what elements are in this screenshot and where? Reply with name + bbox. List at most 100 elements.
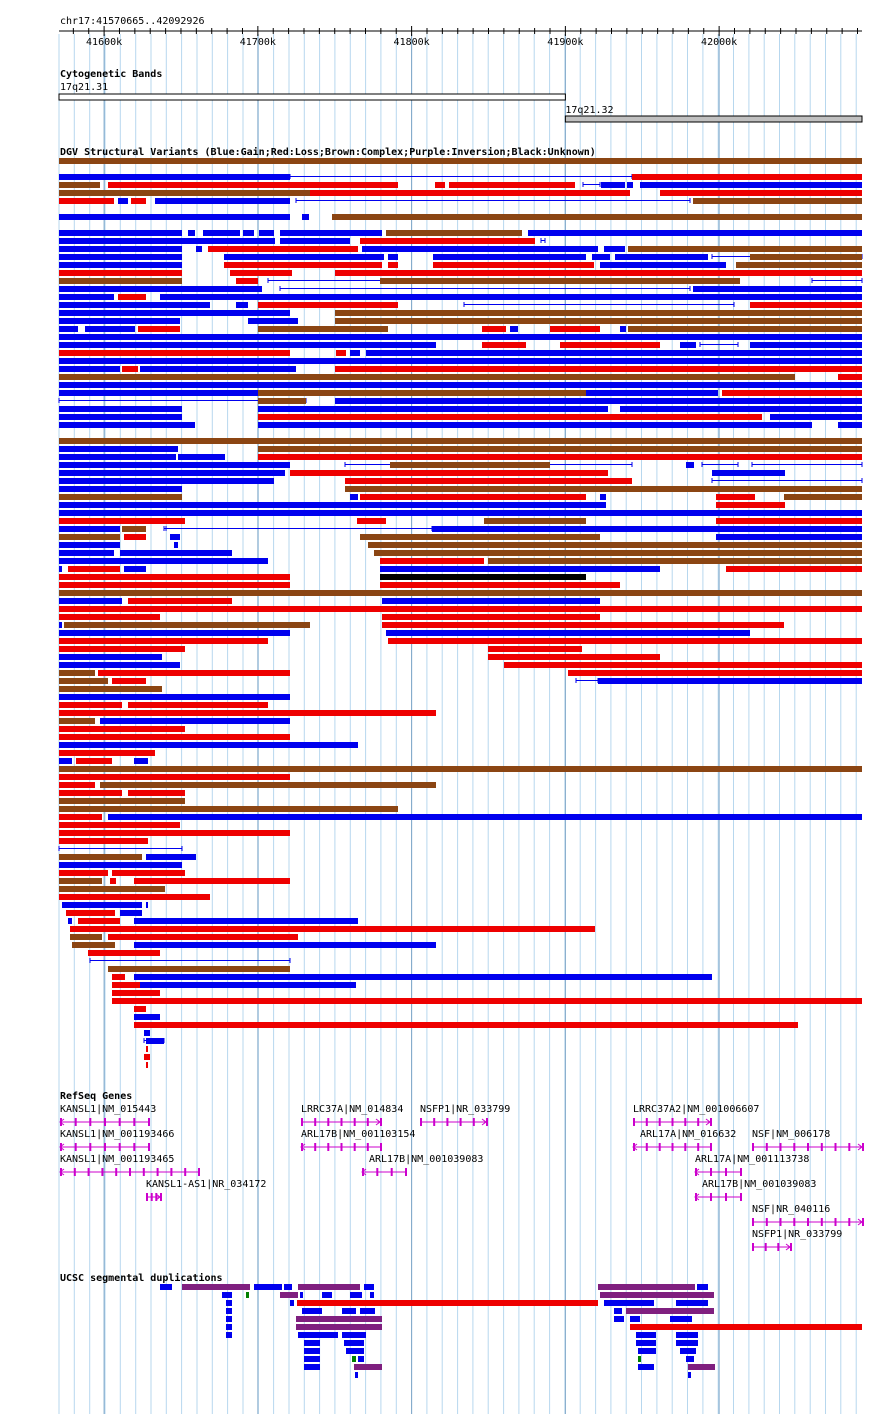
dgv-variant[interactable]	[59, 470, 285, 476]
dgv-variant[interactable]	[108, 814, 862, 820]
dgv-variant[interactable]	[59, 822, 180, 828]
segdup-feature[interactable]	[670, 1316, 692, 1322]
segdup-feature[interactable]	[298, 1284, 360, 1290]
dgv-variant[interactable]	[144, 1054, 150, 1060]
refseq-gene-exon[interactable]	[104, 1143, 106, 1151]
dgv-variant[interactable]	[146, 1038, 164, 1044]
dgv-variant[interactable]	[560, 342, 660, 348]
dgv-variant[interactable]	[838, 422, 862, 428]
refseq-gene-exon[interactable]	[740, 1193, 742, 1201]
refseq-gene-exon[interactable]	[380, 1118, 382, 1126]
dgv-variant[interactable]	[335, 318, 862, 324]
dgv-variant[interactable]	[59, 718, 95, 724]
dgv-variant[interactable]	[620, 326, 626, 332]
dgv-variant[interactable]	[128, 702, 268, 708]
dgv-variant[interactable]	[120, 550, 232, 556]
dgv-variant[interactable]	[59, 374, 795, 380]
dgv-variant[interactable]	[528, 230, 862, 236]
segdup-feature[interactable]	[296, 1324, 382, 1330]
refseq-gene-exon[interactable]	[695, 1168, 697, 1176]
dgv-variant[interactable]	[59, 518, 185, 524]
dgv-variant[interactable]	[435, 182, 445, 188]
dgv-variant[interactable]	[433, 262, 594, 268]
segdup-feature[interactable]	[614, 1316, 624, 1322]
dgv-variant[interactable]	[100, 782, 436, 788]
cytoband-17q21-31[interactable]	[58, 93, 566, 101]
dgv-variant[interactable]	[716, 534, 862, 540]
dgv-variant[interactable]	[59, 894, 210, 900]
refseq-gene-exon[interactable]	[376, 1168, 379, 1176]
dgv-variant[interactable]	[230, 270, 292, 276]
segdup-feature[interactable]	[676, 1332, 698, 1338]
refseq-gene-exon[interactable]	[633, 1143, 635, 1151]
dgv-variant[interactable]	[59, 446, 178, 452]
segdup-feature[interactable]	[600, 1292, 714, 1298]
dgv-variant[interactable]	[449, 182, 575, 188]
refseq-gene-exon[interactable]	[862, 1143, 864, 1151]
dgv-variant[interactable]	[750, 254, 862, 260]
segdup-feature[interactable]	[304, 1348, 320, 1354]
refseq-gene-exon[interactable]	[160, 1193, 162, 1201]
refseq-gene-exon[interactable]	[146, 1193, 148, 1201]
refseq-gene-exon[interactable]	[405, 1168, 407, 1176]
dgv-variant[interactable]	[112, 974, 125, 980]
refseq-gene-exon[interactable]	[710, 1143, 712, 1151]
refseq-gene-exon[interactable]	[765, 1143, 768, 1151]
dgv-variant[interactable]	[59, 814, 102, 820]
dgv-variant[interactable]	[335, 398, 862, 404]
dgv-variant[interactable]	[736, 262, 862, 268]
dgv-variant[interactable]	[374, 550, 862, 556]
refseq-gene-exon[interactable]	[366, 1118, 369, 1126]
dgv-variant[interactable]	[138, 326, 180, 332]
dgv-variant[interactable]	[310, 190, 630, 196]
refseq-gene-exon[interactable]	[779, 1143, 782, 1151]
dgv-variant[interactable]	[59, 486, 182, 492]
refseq-gene-exon[interactable]	[133, 1143, 136, 1151]
dgv-variant[interactable]	[59, 726, 185, 732]
refseq-gene-exon[interactable]	[710, 1168, 712, 1176]
segdup-feature[interactable]	[638, 1364, 654, 1370]
refseq-gene-exon[interactable]	[60, 1118, 62, 1126]
dgv-variant[interactable]	[59, 302, 210, 308]
dgv-variant[interactable]	[59, 886, 165, 892]
refseq-gene-exon[interactable]	[327, 1143, 330, 1151]
dgv-variant[interactable]	[59, 870, 108, 876]
refseq-gene-exon[interactable]	[820, 1143, 823, 1151]
dgv-variant[interactable]	[59, 478, 274, 484]
dgv-variant[interactable]	[122, 366, 138, 372]
dgv-variant[interactable]	[118, 294, 146, 300]
refseq-gene-exon[interactable]	[684, 1118, 687, 1126]
segdup-feature[interactable]	[346, 1348, 364, 1354]
segdup-feature[interactable]	[302, 1308, 322, 1314]
refseq-gene-exon[interactable]	[807, 1143, 809, 1151]
dgv-variant[interactable]	[100, 718, 290, 724]
dgv-variant[interactable]	[108, 966, 290, 972]
dgv-variant[interactable]	[258, 302, 398, 308]
dgv-variant[interactable]	[482, 326, 506, 332]
segdup-feature[interactable]	[638, 1356, 641, 1362]
dgv-variant[interactable]	[59, 246, 182, 252]
dgv-variant[interactable]	[510, 326, 518, 332]
refseq-gene-exon[interactable]	[645, 1143, 648, 1151]
dgv-variant[interactable]	[59, 182, 100, 188]
dgv-variant[interactable]	[258, 422, 812, 428]
segdup-feature[interactable]	[350, 1292, 362, 1298]
dgv-variant[interactable]	[208, 246, 358, 252]
dgv-variant[interactable]	[59, 806, 398, 812]
dgv-variant[interactable]	[59, 670, 95, 676]
dgv-variant[interactable]	[59, 590, 862, 596]
segdup-feature[interactable]	[697, 1284, 708, 1290]
dgv-variant[interactable]	[128, 790, 185, 796]
refseq-gene-exon[interactable]	[340, 1143, 343, 1151]
dgv-variant[interactable]	[59, 542, 120, 548]
cytoband-features[interactable]: 17q21.31 17q21.32	[58, 82, 863, 123]
dgv-variant[interactable]	[712, 470, 785, 476]
dgv-variant[interactable]	[140, 366, 296, 372]
segdup-feature[interactable]	[254, 1284, 282, 1290]
dgv-variant[interactable]	[838, 374, 862, 380]
segdup-feature[interactable]	[304, 1356, 320, 1362]
dgv-variant[interactable]	[64, 622, 310, 628]
dgv-variant[interactable]	[357, 518, 386, 524]
refseq-gene-exon[interactable]	[314, 1118, 317, 1126]
dgv-variant[interactable]	[59, 190, 310, 196]
